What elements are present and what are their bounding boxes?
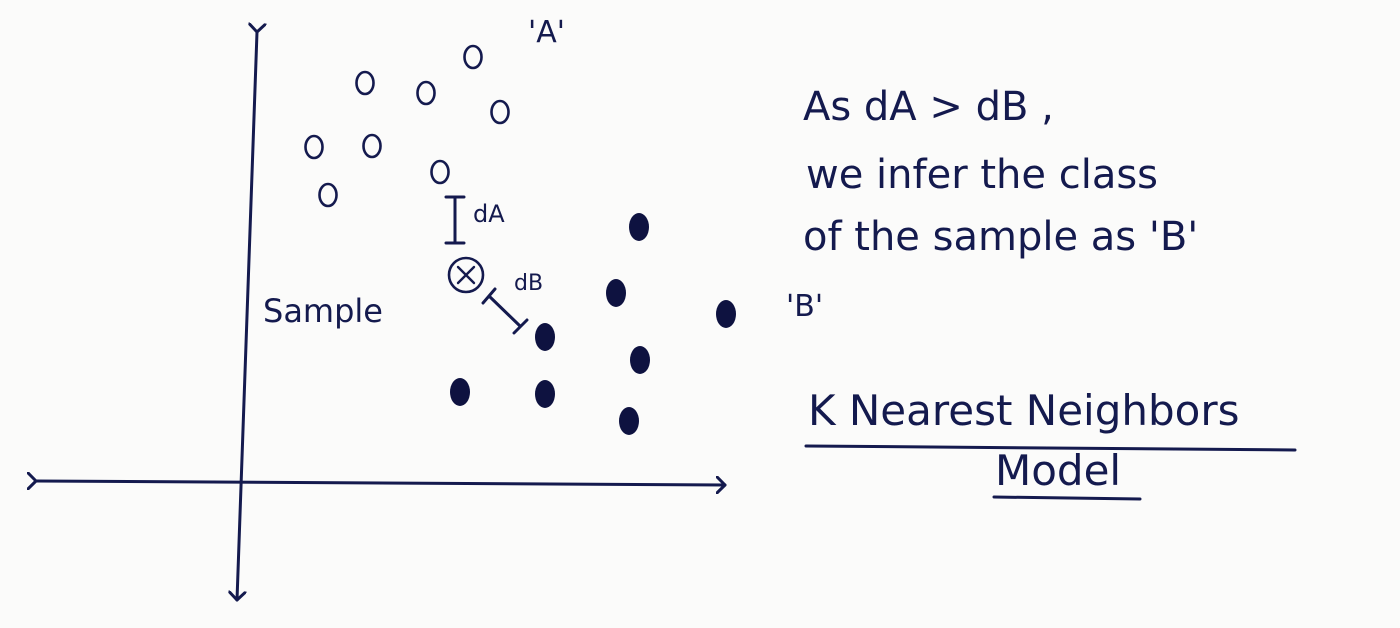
title: K Nearest Neighbors Model xyxy=(804,386,1297,501)
distance-da-marker xyxy=(444,195,466,245)
title-underline-1 xyxy=(804,444,1297,452)
distance-b-label: dB xyxy=(514,271,543,296)
axes xyxy=(36,32,727,602)
title-underline-2 xyxy=(992,495,1142,501)
class-b-point xyxy=(535,380,555,408)
explanation-line-3: of the sample as 'B' xyxy=(803,214,1198,260)
explanation-line-2: we infer the class xyxy=(806,152,1158,198)
class-a-point xyxy=(463,44,483,70)
class-b-point xyxy=(716,300,736,328)
class-a-point xyxy=(416,80,436,106)
title-line-2: Model xyxy=(995,446,1121,495)
class-b-point xyxy=(450,378,470,406)
explanation: As dA > dB , we infer the class of the s… xyxy=(803,84,1198,260)
explanation-line-1: As dA > dB , xyxy=(803,84,1054,130)
class-a-points xyxy=(304,44,510,208)
class-b-points xyxy=(450,213,736,435)
class-a-point xyxy=(355,70,375,96)
class-a-point xyxy=(362,133,382,159)
distance-db-marker xyxy=(481,287,529,335)
class-b-label: 'B' xyxy=(786,289,823,324)
sample-point-ring xyxy=(447,256,485,294)
class-a-point xyxy=(490,99,510,125)
class-a-point xyxy=(430,159,450,185)
class-b-point xyxy=(606,279,626,307)
class-b-point xyxy=(629,213,649,241)
class-b-point xyxy=(630,346,650,374)
distance-a-label: dA xyxy=(473,200,505,228)
class-a-point xyxy=(304,134,324,160)
x-axis xyxy=(36,481,727,485)
class-a-point xyxy=(318,182,338,208)
sample-point xyxy=(447,256,485,294)
class-b-point xyxy=(535,323,555,351)
y-axis xyxy=(237,32,257,602)
sample-label: Sample xyxy=(263,292,383,330)
title-line-1: K Nearest Neighbors xyxy=(808,386,1239,435)
class-a-label: 'A' xyxy=(528,15,565,50)
class-b-point xyxy=(619,407,639,435)
sample-point-cross xyxy=(456,265,476,285)
